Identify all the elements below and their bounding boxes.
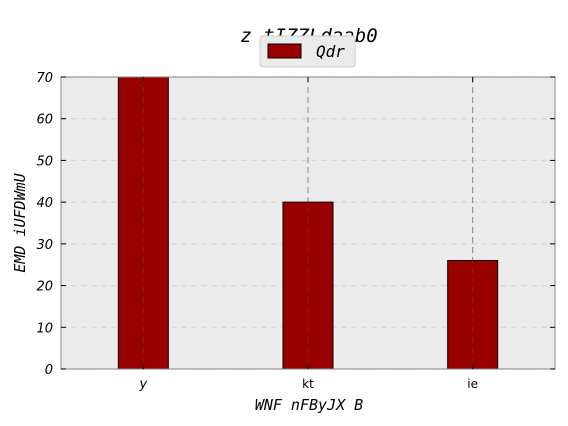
y-tick-label: 40: [36, 196, 53, 211]
axis-ticks: 0 10 20 30 40 50 60 70 y kt ie: [36, 71, 555, 392]
legend-swatch: [267, 43, 302, 59]
y-tick-label: 20: [36, 280, 53, 295]
y-tick-label: 60: [36, 113, 53, 128]
y-tick-label: 30: [36, 238, 53, 253]
bars: [117, 76, 499, 370]
legend-label: Qdr: [316, 42, 345, 61]
x-axis-label: WNF nFByJX B: [255, 396, 363, 414]
y-tick-label: 10: [36, 321, 53, 336]
x-tick-label: kt: [302, 377, 314, 391]
y-tick-label: 50: [36, 154, 53, 169]
y-tick-label: 0: [45, 363, 53, 378]
y-tick-label: 70: [36, 71, 53, 86]
y-axis-label: EMD iUFDWmU: [11, 172, 29, 272]
legend: Qdr: [259, 35, 356, 68]
x-tick-label: ie: [467, 377, 478, 391]
x-tick-label: y: [138, 377, 147, 392]
